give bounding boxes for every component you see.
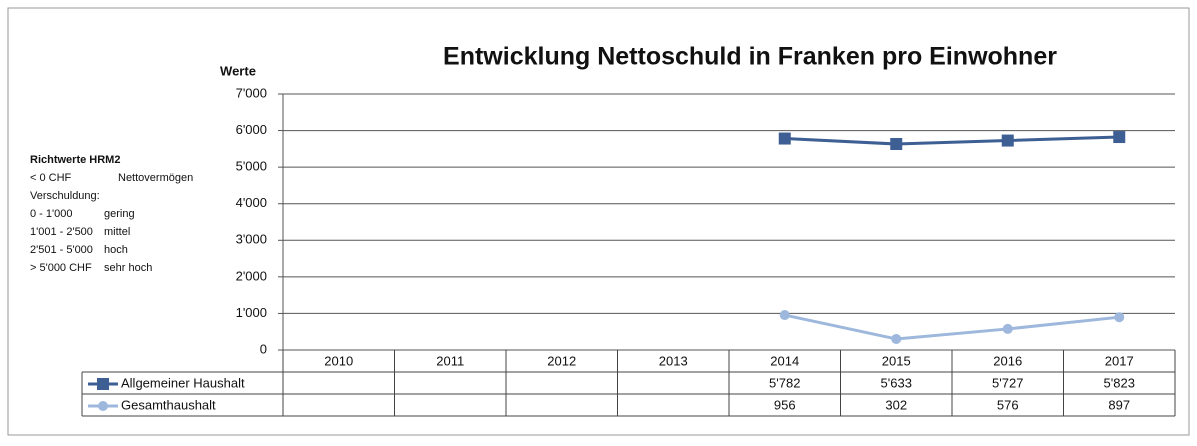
data-label: 5'823 [1104,375,1135,390]
data-label: 302 [885,397,907,412]
x-tick-label: 2012 [547,353,576,368]
data-label: 956 [774,397,796,412]
annotation-text: mittel [104,226,130,238]
annotation-text: 0 - 1'000 [30,208,72,220]
line [784,135,1120,146]
marker [1001,134,1014,147]
annotation-text: Nettovermögen [118,172,193,184]
annotation-text: sehr hoch [104,262,152,274]
line [784,313,1120,341]
x-tick-label: 2016 [993,353,1022,368]
annotation-text: 1'001 - 2'500 [30,226,93,238]
y-tick-label: 6'000 [236,122,267,137]
annotation-text: gering [104,208,135,220]
marker [98,401,108,411]
x-tick-label: 2013 [659,353,688,368]
marker [891,333,902,344]
annotation-text: 2'501 - 5'000 [30,244,93,256]
marker [1002,323,1013,334]
legend-label: Gesamthaushalt [121,397,216,412]
x-tick-label: 2010 [324,353,353,368]
chart-title: Entwicklung Nettoschuld in Franken pro E… [443,43,1057,71]
data-label: 5'782 [769,375,800,390]
annotation-text: Verschuldung: [30,190,100,202]
marker [778,132,791,145]
x-tick-label: 2015 [882,353,911,368]
annotation-title: Richtwerte HRM2 [30,154,120,166]
marker [1114,312,1125,323]
y-tick-label: 1'000 [236,305,267,320]
y-tick-label: 0 [260,341,267,356]
annotation-text: < 0 CHF [30,172,72,184]
x-tick-label: 2014 [770,353,799,368]
data-label: 576 [997,397,1019,412]
y-tick-label: 7'000 [236,85,267,100]
data-label: 5'633 [881,375,912,390]
y-axis-label: Werte [220,63,256,78]
y-tick-label: 2'000 [236,268,267,283]
chart-frame [7,7,1190,436]
marker [890,137,903,150]
marker [1113,131,1126,144]
y-tick-label: 5'000 [236,159,267,174]
marker [779,310,790,321]
marker [97,378,109,390]
annotation-text: > 5'000 CHF [30,262,92,274]
legend-label: Allgemeiner Haushalt [121,375,245,390]
data-label: 5'727 [992,375,1023,390]
x-tick-label: 2011 [436,353,464,368]
data-label: 897 [1108,397,1130,412]
annotation-text: hoch [104,244,128,256]
y-tick-label: 3'000 [236,232,267,247]
y-tick-label: 4'000 [236,195,267,210]
x-tick-label: 2017 [1105,353,1134,368]
